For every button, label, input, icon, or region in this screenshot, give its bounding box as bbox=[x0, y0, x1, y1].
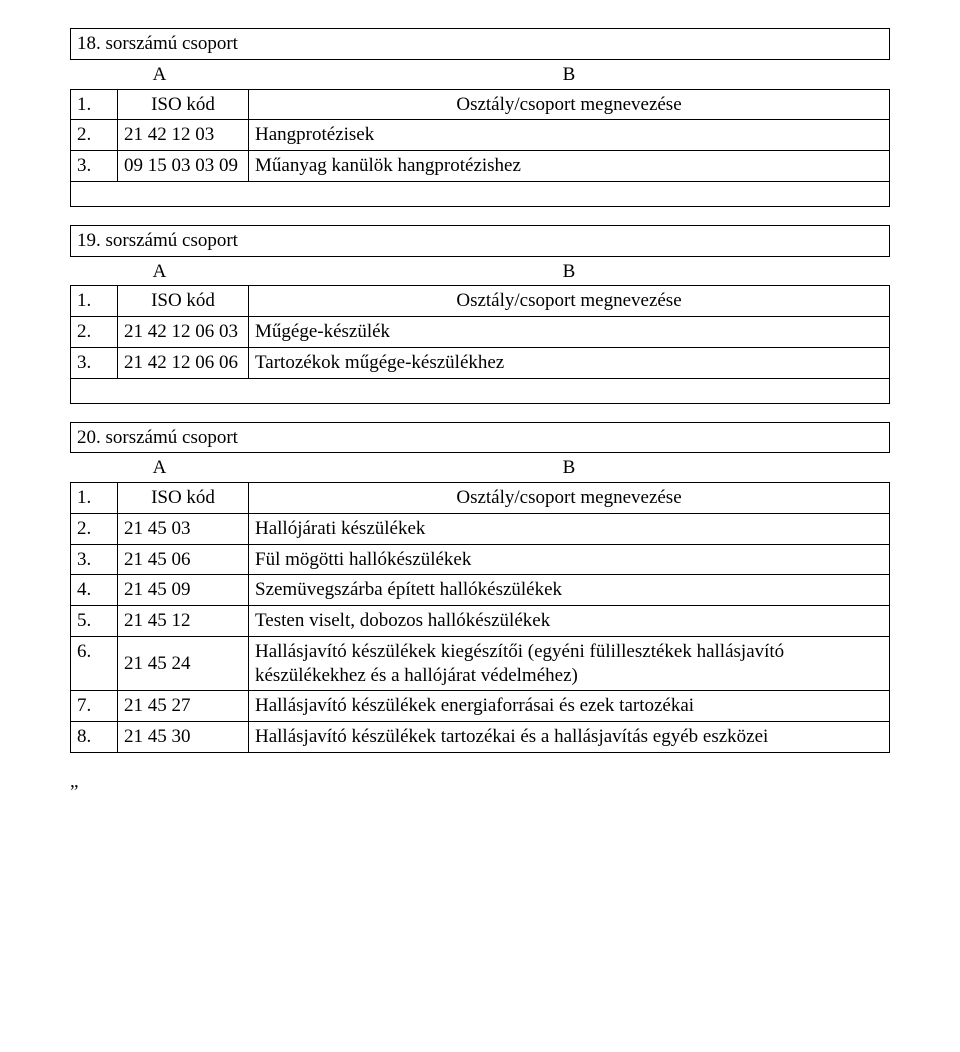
group18-title-row: 18. sorszámú csoport bbox=[71, 29, 890, 60]
group20-col-a: A bbox=[71, 453, 249, 483]
group20-row-1: 1. ISO kód Osztály/csoport megnevezése bbox=[71, 483, 890, 514]
group19-table: 19. sorszámú csoport A B 1. ISO kód Oszt… bbox=[70, 225, 890, 404]
group19-row-3: 3. 21 42 12 06 06 Tartozékok műgége-kész… bbox=[71, 347, 890, 378]
group20-row-4: 4. 21 45 09 Szemüvegszárba épített halló… bbox=[71, 575, 890, 606]
group18-row-3: 3. 09 15 03 03 09 Műanyag kanülök hangpr… bbox=[71, 151, 890, 182]
group19-title-empty bbox=[249, 225, 890, 256]
row-num: 3. bbox=[71, 347, 118, 378]
row-code: 21 45 12 bbox=[118, 606, 249, 637]
row-desc: Műanyag kanülök hangprotézishez bbox=[249, 151, 890, 182]
row-code: 21 42 12 06 03 bbox=[118, 317, 249, 348]
row-code: ISO kód bbox=[118, 483, 249, 514]
group18-table: 18. sorszámú csoport A B 1. ISO kód Oszt… bbox=[70, 28, 890, 207]
group19-title: 19. sorszámú csoport bbox=[71, 225, 249, 256]
group20-row-3: 3. 21 45 06 Fül mögötti hallókészülékek bbox=[71, 544, 890, 575]
empty-cell bbox=[249, 181, 890, 206]
group20-title: 20. sorszámú csoport bbox=[71, 422, 249, 453]
row-num: 2. bbox=[71, 317, 118, 348]
row-num: 2. bbox=[71, 513, 118, 544]
row-code: 21 45 24 bbox=[118, 636, 249, 691]
group19-row-1: 1. ISO kód Osztály/csoport megnevezése bbox=[71, 286, 890, 317]
closing-quote: „ bbox=[70, 771, 890, 793]
row-code: 21 42 12 06 06 bbox=[118, 347, 249, 378]
row-num: 6. bbox=[71, 636, 118, 691]
empty-cell bbox=[249, 378, 890, 403]
group18-row-2: 2. 21 42 12 03 Hangprotézisek bbox=[71, 120, 890, 151]
group19-empty-row bbox=[71, 378, 890, 403]
row-code: 21 45 09 bbox=[118, 575, 249, 606]
group20-row-5: 5. 21 45 12 Testen viselt, dobozos halló… bbox=[71, 606, 890, 637]
row-num: 7. bbox=[71, 691, 118, 722]
row-desc: Osztály/csoport megnevezése bbox=[249, 89, 890, 120]
group20-row-8: 8. 21 45 30 Hallásjavító készülékek tart… bbox=[71, 722, 890, 753]
row-desc: Osztály/csoport megnevezése bbox=[249, 483, 890, 514]
row-desc: Hallásjavító készülékek kiegészítői (egy… bbox=[249, 636, 890, 691]
group18-ab-row: A B bbox=[71, 59, 890, 89]
group19-row-2: 2. 21 42 12 06 03 Műgége-készülék bbox=[71, 317, 890, 348]
row-num: 3. bbox=[71, 151, 118, 182]
row-num: 2. bbox=[71, 120, 118, 151]
row-code: 21 45 06 bbox=[118, 544, 249, 575]
group18-title-empty bbox=[249, 29, 890, 60]
row-code: 21 45 27 bbox=[118, 691, 249, 722]
row-desc: Osztály/csoport megnevezése bbox=[249, 286, 890, 317]
row-desc: Hangprotézisek bbox=[249, 120, 890, 151]
empty-cell bbox=[71, 378, 249, 403]
group18-col-a: A bbox=[71, 59, 249, 89]
row-desc: Hallójárati készülékek bbox=[249, 513, 890, 544]
group20-table: 20. sorszámú csoport A B 1. ISO kód Oszt… bbox=[70, 422, 890, 753]
row-desc: Fül mögötti hallókészülékek bbox=[249, 544, 890, 575]
row-num: 3. bbox=[71, 544, 118, 575]
group18-col-b: B bbox=[249, 59, 890, 89]
row-desc: Hallásjavító készülékek tartozékai és a … bbox=[249, 722, 890, 753]
row-num: 5. bbox=[71, 606, 118, 637]
row-desc: Szemüvegszárba épített hallókészülékek bbox=[249, 575, 890, 606]
row-code: 21 42 12 03 bbox=[118, 120, 249, 151]
row-desc: Műgége-készülék bbox=[249, 317, 890, 348]
empty-cell bbox=[71, 181, 249, 206]
group20-row-6: 6. 21 45 24 Hallásjavító készülékek kieg… bbox=[71, 636, 890, 691]
group19-col-a: A bbox=[71, 256, 249, 286]
row-desc: Tartozékok műgége-készülékhez bbox=[249, 347, 890, 378]
row-num: 8. bbox=[71, 722, 118, 753]
row-desc: Hallásjavító készülékek energiaforrásai … bbox=[249, 691, 890, 722]
row-num: 1. bbox=[71, 286, 118, 317]
group18-row-1: 1. ISO kód Osztály/csoport megnevezése bbox=[71, 89, 890, 120]
row-code: 21 45 30 bbox=[118, 722, 249, 753]
row-code: 21 45 03 bbox=[118, 513, 249, 544]
row-num: 4. bbox=[71, 575, 118, 606]
row-desc: Testen viselt, dobozos hallókészülékek bbox=[249, 606, 890, 637]
group18-empty-row bbox=[71, 181, 890, 206]
row-code: 09 15 03 03 09 bbox=[118, 151, 249, 182]
row-code: ISO kód bbox=[118, 89, 249, 120]
group20-row-7: 7. 21 45 27 Hallásjavító készülékek ener… bbox=[71, 691, 890, 722]
row-num: 1. bbox=[71, 483, 118, 514]
group19-col-b: B bbox=[249, 256, 890, 286]
group19-ab-row: A B bbox=[71, 256, 890, 286]
group20-title-empty bbox=[249, 422, 890, 453]
row-num: 1. bbox=[71, 89, 118, 120]
group20-col-b: B bbox=[249, 453, 890, 483]
group20-ab-row: A B bbox=[71, 453, 890, 483]
row-code: ISO kód bbox=[118, 286, 249, 317]
group19-title-row: 19. sorszámú csoport bbox=[71, 225, 890, 256]
group18-title: 18. sorszámú csoport bbox=[71, 29, 249, 60]
group20-title-row: 20. sorszámú csoport bbox=[71, 422, 890, 453]
group20-row-2: 2. 21 45 03 Hallójárati készülékek bbox=[71, 513, 890, 544]
